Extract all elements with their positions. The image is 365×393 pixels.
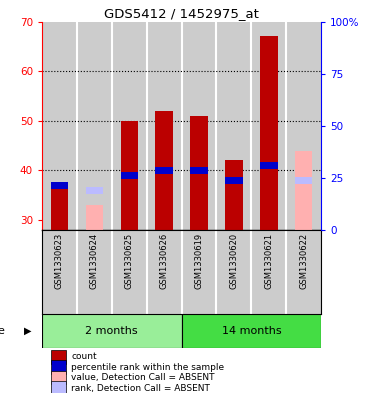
Bar [260, 37, 277, 230]
Text: GSM1330625: GSM1330625 [125, 232, 134, 288]
Bar [51, 371, 66, 384]
Bar [181, 230, 216, 314]
Bar [112, 22, 147, 230]
Bar [120, 172, 138, 179]
Bar [295, 176, 312, 184]
Bar [86, 187, 103, 194]
Bar [181, 22, 216, 230]
Text: age: age [0, 326, 5, 336]
Text: GSM1330620: GSM1330620 [230, 232, 238, 288]
Bar [295, 151, 312, 230]
Text: 14 months: 14 months [222, 326, 281, 336]
Bar [286, 230, 321, 314]
Bar [190, 167, 208, 174]
Bar [155, 111, 173, 230]
Text: GSM1330623: GSM1330623 [55, 232, 64, 289]
Title: GDS5412 / 1452975_at: GDS5412 / 1452975_at [104, 7, 259, 20]
Text: 2 months: 2 months [85, 326, 138, 336]
Bar [77, 230, 112, 314]
Bar [51, 185, 68, 230]
Bar [155, 167, 173, 174]
Bar [181, 314, 321, 348]
Bar [42, 22, 77, 230]
Bar [216, 22, 251, 230]
Bar [51, 350, 66, 364]
Bar [51, 182, 68, 189]
Bar [51, 360, 66, 374]
Bar [147, 230, 181, 314]
Text: rank, Detection Call = ABSENT: rank, Detection Call = ABSENT [71, 384, 210, 393]
Text: GSM1330622: GSM1330622 [299, 232, 308, 288]
Bar [42, 314, 181, 348]
Text: GSM1330619: GSM1330619 [195, 232, 204, 288]
Bar [147, 22, 181, 230]
Text: count: count [71, 353, 97, 361]
Text: ▶: ▶ [24, 326, 31, 336]
Bar [51, 381, 66, 393]
Bar [120, 121, 138, 230]
Bar [216, 230, 251, 314]
Bar [251, 22, 286, 230]
Bar [190, 116, 208, 230]
Text: GSM1330621: GSM1330621 [264, 232, 273, 288]
Bar [225, 176, 243, 184]
Text: GSM1330624: GSM1330624 [90, 232, 99, 288]
Bar [251, 230, 286, 314]
Text: GSM1330626: GSM1330626 [160, 232, 169, 289]
Bar [112, 230, 147, 314]
Bar [225, 160, 243, 230]
Bar [260, 162, 277, 169]
Text: percentile rank within the sample: percentile rank within the sample [71, 363, 224, 372]
Bar [86, 205, 103, 230]
Bar [286, 22, 321, 230]
Bar [77, 22, 112, 230]
Text: value, Detection Call = ABSENT: value, Detection Call = ABSENT [71, 373, 215, 382]
Bar [42, 230, 77, 314]
